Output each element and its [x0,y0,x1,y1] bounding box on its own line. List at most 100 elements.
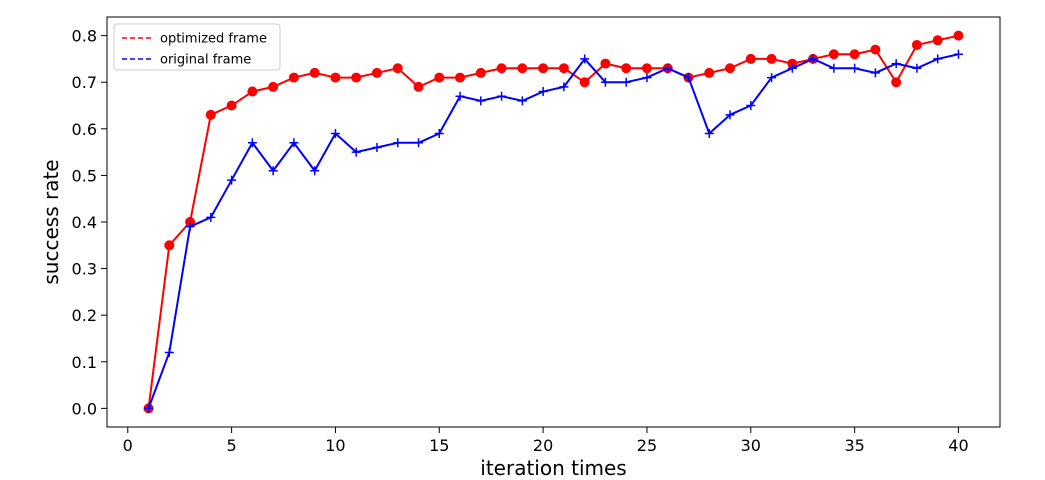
x-tick-label: 20 [533,436,553,455]
data-point [434,72,445,83]
data-point [642,73,652,83]
data-point [725,63,736,74]
data-point [787,63,797,73]
data-point [891,59,901,69]
x-tick-label: 10 [325,436,345,455]
data-point [475,67,486,78]
data-point [496,63,507,74]
y-tick-label: 0.5 [72,166,97,185]
data-point [517,96,527,106]
data-point [621,77,631,87]
data-point [850,63,860,73]
data-point [538,63,549,74]
data-point [828,49,839,60]
x-tick-label: 30 [741,436,761,455]
data-point [683,73,693,83]
y-tick-label: 0.7 [72,73,97,92]
data-point [538,87,548,97]
data-point [745,53,756,64]
x-tick-label: 5 [227,436,237,455]
data-point [164,347,174,357]
data-point [517,63,528,74]
y-tick-label: 0.4 [72,213,97,232]
series-line [147,34,959,409]
data-point [226,100,237,111]
data-point [912,63,922,73]
plot-frame [106,16,1001,428]
y-tick-label: 0.1 [72,353,97,372]
y-axis-label: success rate [39,159,63,284]
data-point [205,109,216,120]
data-point [621,63,632,74]
data-point [559,82,569,92]
legend-label: optimized frame [160,32,267,47]
data-point [144,403,154,413]
data-point [268,166,278,176]
data-point [371,67,382,78]
data-point [704,128,714,138]
data-point [766,53,777,64]
data-point [309,67,320,78]
data-point [870,44,881,55]
data-point [247,138,257,148]
x-tick-label: 15 [429,436,449,455]
series-2 [144,49,963,413]
data-point [663,63,673,73]
data-point [891,77,902,88]
data-point [580,54,590,64]
data-point [185,222,195,232]
y-tick-label: 0.2 [72,306,97,325]
data-point [808,54,818,64]
data-point [767,73,777,83]
data-point [414,138,424,148]
data-point [455,91,465,101]
series-1 [143,30,964,414]
data-point [704,67,715,78]
data-point [497,91,507,101]
data-point [206,212,216,222]
x-tick-label: 35 [844,436,864,455]
data-point [413,81,424,92]
data-point [455,72,466,83]
data-point [600,77,610,87]
data-point [247,86,258,97]
legend: optimized frame original frame [113,23,281,71]
y-tick-label: 0.0 [72,399,97,418]
data-point [829,63,839,73]
x-tick-label: 0 [123,436,133,455]
data-point [600,58,611,69]
data-point [372,142,382,152]
data-point [392,63,403,74]
data-point [310,166,320,176]
data-point [351,72,362,83]
data-point [476,96,486,106]
data-point [953,49,963,59]
data-point [288,72,299,83]
legend-box [113,23,281,71]
y-tick-label: 0.3 [72,260,97,279]
data-point [870,68,880,78]
x-tick-label: 40 [948,436,968,455]
y-tick-label: 0.6 [72,120,97,139]
data-point [393,138,403,148]
data-point [746,101,756,111]
data-point [227,175,237,185]
data-point [849,49,860,60]
x-tick-label: 25 [637,436,657,455]
data-point [641,63,652,74]
data-point [953,30,964,41]
data-point [911,39,922,50]
data-point [725,110,735,120]
data-point [351,147,361,157]
data-point [579,77,590,88]
data-point [558,63,569,74]
data-point [933,54,943,64]
legend-label: original frame [160,53,251,68]
data-point [330,128,340,138]
series-line [147,53,959,409]
data-point [932,35,943,46]
data-point [434,128,444,138]
data-point [330,72,341,83]
